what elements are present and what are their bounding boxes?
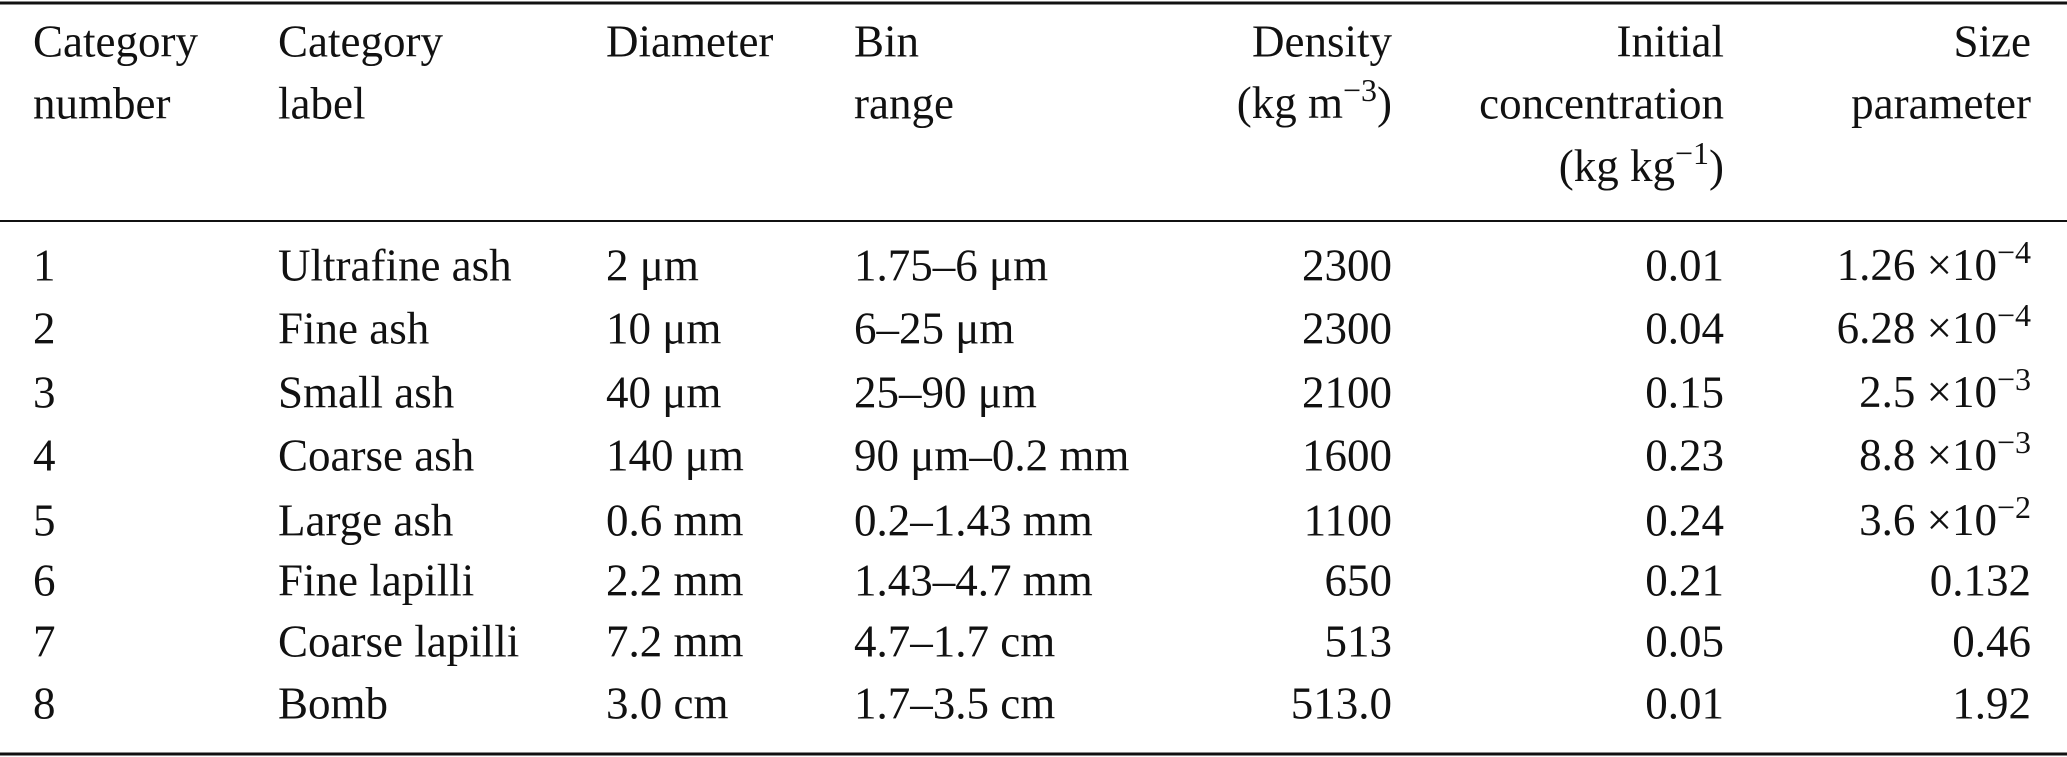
cell-text: 3.0 cm bbox=[606, 678, 728, 728]
cell-text: 0.2–1.43 mm bbox=[854, 495, 1093, 545]
header-text: range bbox=[854, 78, 954, 128]
cell-text: 6–25 μm bbox=[854, 303, 1014, 353]
unit-base: (kg kg bbox=[1559, 141, 1675, 191]
exponent: −2 bbox=[1997, 489, 2031, 525]
cell-text: Bomb bbox=[278, 678, 388, 728]
cell-text: 2.5 ×10−3 bbox=[1859, 361, 2031, 417]
cell-text: Coarse ash bbox=[278, 430, 474, 480]
cell-text: 1100 bbox=[1304, 495, 1392, 545]
cell-text: 0.23 bbox=[1645, 430, 1724, 480]
cell-text: 25–90 μm bbox=[854, 367, 1037, 417]
cell-text: 0.04 bbox=[1645, 303, 1724, 353]
exponent: −3 bbox=[1997, 424, 2031, 460]
exponent: −4 bbox=[1997, 297, 2031, 333]
cell-text: 0.132 bbox=[1930, 555, 2031, 605]
header-unit: (kg kg−1) bbox=[1559, 135, 1724, 191]
header-unit: (kg m−3) bbox=[1237, 72, 1392, 128]
cell-text: Coarse lapilli bbox=[278, 616, 519, 666]
cell-text: 1.75–6 μm bbox=[854, 240, 1048, 290]
cell-text: 3 bbox=[33, 367, 56, 417]
cell-text: 1 bbox=[33, 240, 56, 290]
cell-text: 7 bbox=[33, 616, 56, 666]
cell-text: 4 bbox=[33, 430, 56, 480]
unit-exponent: −1 bbox=[1675, 135, 1709, 171]
cell-text: Fine lapilli bbox=[278, 555, 474, 605]
cell-text: 513 bbox=[1325, 616, 1393, 666]
cell-text: 90 μm–0.2 mm bbox=[854, 430, 1129, 480]
header-text: parameter bbox=[1851, 78, 2031, 128]
cell-text: 0.6 mm bbox=[606, 495, 744, 545]
cell-text: 7.2 mm bbox=[606, 616, 744, 666]
cell-text: 40 μm bbox=[606, 367, 721, 417]
cell-text: 6.28 ×10−4 bbox=[1837, 297, 2031, 353]
cell-text: 4.7–1.7 cm bbox=[854, 616, 1055, 666]
cell-text: 650 bbox=[1325, 555, 1393, 605]
mantissa: 1.26 ×10 bbox=[1837, 240, 1997, 290]
header-text: Category bbox=[278, 16, 443, 66]
unit-base: (kg m bbox=[1237, 78, 1343, 128]
header-text: Size bbox=[1954, 16, 2031, 66]
cell-text: 0.46 bbox=[1952, 616, 2031, 666]
cell-text: 140 μm bbox=[606, 430, 744, 480]
exponent: −3 bbox=[1997, 361, 2031, 397]
mantissa: 8.8 ×10 bbox=[1859, 430, 1997, 480]
cell-text: 0.01 bbox=[1645, 678, 1724, 728]
cell-text: Small ash bbox=[278, 367, 454, 417]
cell-text: 0.24 bbox=[1645, 495, 1724, 545]
cell-text: 2 μm bbox=[606, 240, 699, 290]
cell-text: 2100 bbox=[1302, 367, 1392, 417]
mantissa: 3.6 ×10 bbox=[1859, 495, 1997, 545]
header-text: Initial bbox=[1617, 16, 1724, 66]
header-text: Category bbox=[33, 16, 198, 66]
cell-text: 1.43–4.7 mm bbox=[854, 555, 1093, 605]
cell-text: Large ash bbox=[278, 495, 453, 545]
cell-text: 6 bbox=[33, 555, 56, 605]
cell-text: 1.26 ×10−4 bbox=[1837, 234, 2031, 290]
cell-text: 1600 bbox=[1302, 430, 1392, 480]
cell-text: 2300 bbox=[1302, 240, 1392, 290]
cell-text: Ultrafine ash bbox=[278, 240, 512, 290]
header-text: number bbox=[33, 78, 170, 128]
cell-text: 0.01 bbox=[1645, 240, 1724, 290]
exponent: −4 bbox=[1997, 234, 2031, 270]
cell-text: 513.0 bbox=[1291, 678, 1392, 728]
cell-text: 8 bbox=[33, 678, 56, 728]
header-text: concentration bbox=[1479, 78, 1724, 128]
header-text: Density bbox=[1252, 16, 1392, 66]
cell-text: Fine ash bbox=[278, 303, 429, 353]
unit-exponent: −3 bbox=[1343, 72, 1377, 108]
cell-text: 1.7–3.5 cm bbox=[854, 678, 1055, 728]
cell-text: 2300 bbox=[1302, 303, 1392, 353]
unit-close: ) bbox=[1377, 78, 1392, 128]
unit-close: ) bbox=[1709, 141, 1724, 191]
mantissa: 6.28 ×10 bbox=[1837, 303, 1997, 353]
cell-text: 10 μm bbox=[606, 303, 721, 353]
cell-text: 0.21 bbox=[1645, 555, 1724, 605]
cell-text: 3.6 ×10−2 bbox=[1859, 489, 2031, 545]
cell-text: 0.15 bbox=[1645, 367, 1724, 417]
cell-text: 8.8 ×10−3 bbox=[1859, 424, 2031, 480]
cell-text: 1.92 bbox=[1952, 678, 2031, 728]
cell-text: 2 bbox=[33, 303, 56, 353]
cell-text: 2.2 mm bbox=[606, 555, 744, 605]
mantissa: 2.5 ×10 bbox=[1859, 367, 1997, 417]
header-text: label bbox=[278, 78, 365, 128]
header-text: Diameter bbox=[606, 16, 773, 66]
cell-text: 0.05 bbox=[1645, 616, 1724, 666]
cell-text: 5 bbox=[33, 495, 56, 545]
header-text: Bin bbox=[854, 16, 919, 66]
